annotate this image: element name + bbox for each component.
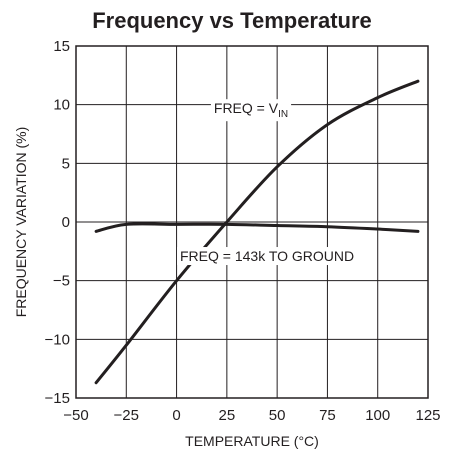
y-tick-label-2: −5 bbox=[53, 273, 70, 290]
y-tick-label-4: 5 bbox=[62, 155, 70, 172]
y-tick-label-3: 0 bbox=[62, 214, 70, 231]
annotation-freq-vin: FREQ = VIN bbox=[210, 99, 292, 122]
x-tick-label-4: 50 bbox=[269, 407, 286, 424]
x-tick-label-2: 0 bbox=[172, 407, 180, 424]
y-tick-label-0: −15 bbox=[45, 390, 70, 407]
annotation-freq-vin-main: FREQ = V bbox=[214, 100, 279, 116]
y-axis-label: FREQUENCY VARIATION (%) bbox=[13, 127, 29, 318]
series-line-1 bbox=[94, 222, 420, 233]
y-tick-label-6: 15 bbox=[53, 38, 70, 55]
annotation-freq-vin-text: FREQ = VIN bbox=[214, 100, 288, 120]
series-line-0 bbox=[94, 79, 420, 385]
x-tick-label-6: 100 bbox=[365, 407, 390, 424]
annotation-freq-143k-text: FREQ = 143k TO GROUND bbox=[180, 248, 354, 264]
x-tick-label-1: −25 bbox=[114, 407, 139, 424]
y-tick-label-5: 10 bbox=[53, 97, 70, 114]
x-axis-label: TEMPERATURE (°C) bbox=[185, 433, 319, 449]
x-tick-label-0: −50 bbox=[63, 407, 88, 424]
x-tick-label-7: 125 bbox=[415, 407, 440, 424]
series-layer bbox=[94, 79, 420, 385]
annotation-freq-vin-subscript: IN bbox=[278, 109, 288, 120]
annotation-freq-vin-background bbox=[210, 99, 292, 122]
x-tick-label-5: 75 bbox=[319, 407, 336, 424]
plot-frame bbox=[75, 45, 429, 399]
annotation-freq-143k: FREQ = 143k TO GROUND bbox=[177, 247, 358, 266]
y-tick-label-1: −10 bbox=[45, 331, 70, 348]
annotation-freq-143k-background bbox=[177, 247, 358, 266]
x-tick-label-3: 25 bbox=[219, 407, 236, 424]
chart-title: Frequency vs Temperature bbox=[92, 8, 372, 33]
